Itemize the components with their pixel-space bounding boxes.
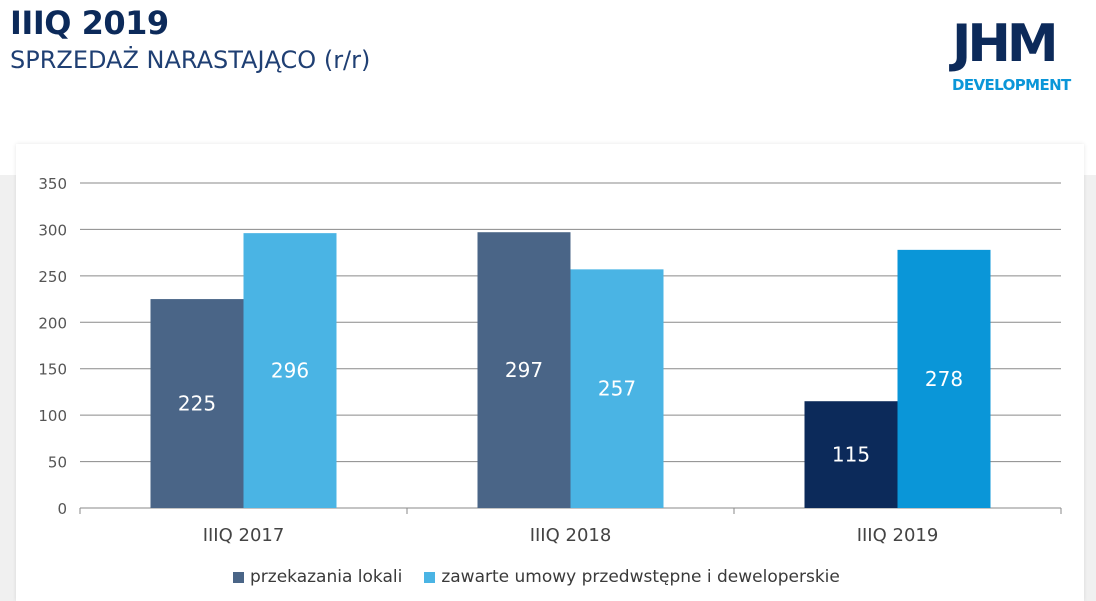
legend-item-series-1: przekazania lokali [233, 567, 402, 587]
x-tick-label: IIIQ 2017 [203, 525, 285, 546]
legend-swatch-series-2 [424, 571, 436, 583]
chart-legend: przekazania lokali zawarte umowy przedws… [233, 566, 862, 588]
logo-mark: JHM [952, 14, 1059, 74]
bar [150, 299, 244, 508]
y-tick-label: 250 [38, 268, 67, 286]
page-subtitle: SPRZEDAŻ NARASTAJĄCO (r/r) [10, 46, 371, 74]
bar-value-label: 296 [271, 359, 309, 383]
company-logo: JHM DEVELOPMENT [950, 14, 1086, 96]
bar-value-label: 278 [925, 367, 963, 391]
bar [897, 249, 991, 508]
bar-value-label: 225 [178, 392, 216, 416]
logo-subtext: DEVELOPMENT [952, 76, 1071, 94]
bar-value-label: 257 [598, 377, 636, 401]
bar-value-label: 297 [505, 358, 543, 382]
y-tick-label: 50 [48, 454, 67, 472]
legend-swatch-series-1 [233, 571, 244, 583]
bar-value-label: 115 [832, 443, 870, 467]
bar [477, 232, 571, 508]
legend-label-series-1: przekazania lokali [250, 567, 403, 587]
y-tick-label: 200 [38, 314, 67, 332]
bar [243, 233, 337, 508]
bar [570, 269, 664, 508]
x-tick-label: IIIQ 2018 [530, 525, 612, 546]
y-tick-label: 300 [38, 221, 67, 239]
y-tick-label: 0 [57, 500, 67, 518]
legend-label-series-2: zawarte umowy przedwstępne i dewelopersk… [441, 567, 840, 587]
bar [804, 401, 898, 508]
y-tick-label: 350 [38, 175, 67, 193]
legend-item-series-2: zawarte umowy przedwstępne i dewelopersk… [424, 567, 840, 587]
x-tick-label: IIIQ 2019 [857, 525, 939, 546]
y-tick-label: 150 [38, 361, 67, 379]
y-tick-label: 100 [38, 407, 67, 425]
page-title: IIIQ 2019 [10, 4, 169, 42]
